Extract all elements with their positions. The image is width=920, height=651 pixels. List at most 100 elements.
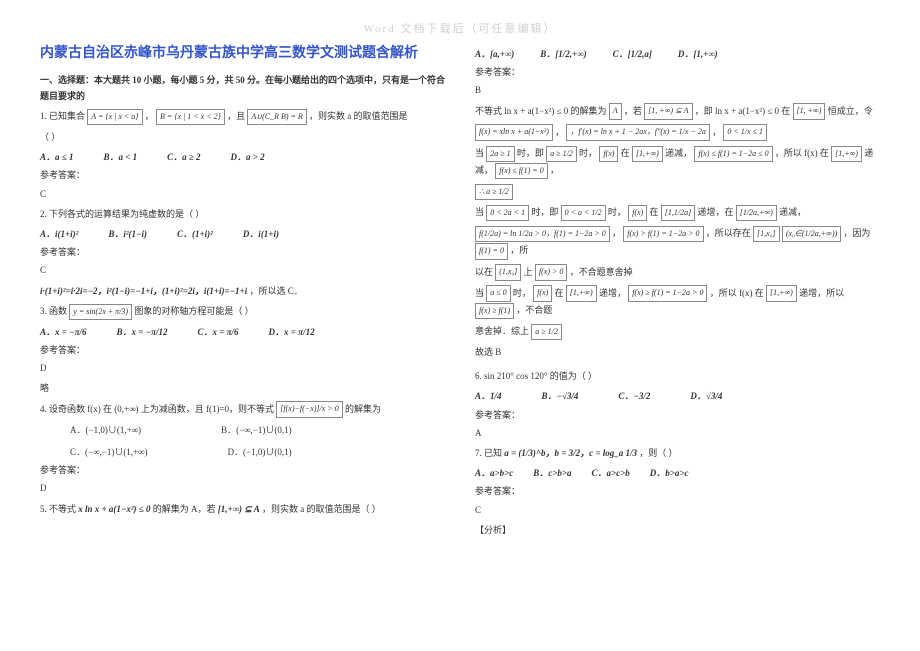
q5-w1d: 恒成立，令 — [828, 106, 873, 116]
q5-w1c: ，即 ln x + a(1−x²) ≤ 0 在 — [695, 106, 791, 116]
q5-b6e: f(1) = 0 — [475, 243, 508, 259]
q3-opt-a: A．x = −π/6 — [40, 324, 87, 340]
q7-stem: 7. 已知 — [475, 448, 502, 458]
q5-w3c: 时， — [579, 148, 597, 158]
q5-ans-label: 参考答案： — [475, 64, 880, 80]
q4-opt-c: C．(−∞,−1)∪(1,+∞) — [70, 444, 148, 460]
q7-expr: a = (1/3)^b，b = 3/2，c = log_a 1/3 — [504, 448, 637, 458]
q5-w8b: 时， — [513, 288, 531, 298]
q5-w8f: 递增，所以 — [799, 288, 844, 298]
q2-work: i·(1+i)²=i·2i=−2，i²(1−i)=−1+i，(1+i)²=2i，… — [40, 283, 445, 299]
q3-options: A．x = −π/6 B．x = −π/12 C．x = π/6 D．x = π… — [40, 324, 445, 340]
document-title: 内蒙古自治区赤峰市乌丹蒙古族中学高三数学文测试题含解析 — [40, 44, 445, 64]
q5-b3a: 2a ≥ 1 — [486, 146, 514, 162]
q5-opt-c: C．[1/2,a] — [613, 46, 652, 62]
q4-opt-a: A．(−1,0)∪(1,+∞) — [70, 422, 141, 438]
q5-options: A．[a,+∞) B．[1/2,+∞) C．[1/2,a] D．[1,+∞) — [475, 46, 880, 62]
q5-box1b: [1, +∞) — [793, 103, 826, 119]
q5-w8c: 在 — [555, 288, 564, 298]
q5-w6e: ，因为 — [843, 228, 870, 238]
q5-b6a: f(1/2a) = ln 1/2a > 0，f(1) = 1−2a > 0 — [475, 226, 610, 242]
q3-opt-b: B．x = −π/12 — [117, 324, 168, 340]
q5-w3f: ，所以 f(x) 在 — [775, 148, 829, 158]
q5-w5b: 时，即 — [531, 207, 558, 217]
q6: 6. sin 210° cos 120° 的值为（ ） — [475, 368, 880, 384]
q1-m2: ，且 — [227, 111, 245, 121]
q5-w3h: ， — [550, 165, 559, 175]
q5-b5e: [1/2a,+∞) — [736, 205, 777, 221]
q1-opt-b: B．a < 1 — [103, 149, 137, 165]
q4-ans-label: 参考答案： — [40, 462, 445, 478]
q5-work-line5: 当 0 < 2a < 1 时，即 0 < a < 1/2 时， f(x) 在 [… — [475, 204, 880, 221]
q4-expr: [f(x)−f(−x)]/x > 0 — [276, 401, 342, 417]
q3-opt-d: D．x = π/12 — [269, 324, 315, 340]
right-column: A．[a,+∞) B．[1/2,+∞) C．[1/2,a] D．[1,+∞) 参… — [475, 44, 880, 542]
q4-opts-row1: A．(−1,0)∪(1,+∞) B．(−∞,−1)∪(0,1) — [70, 422, 445, 438]
q5-work-line3: 当 2a ≥ 1 时，即 a ≥ 1/2 时， f(x) 在 [1,+∞) 递减… — [475, 145, 880, 179]
q5-w6f: ，所 — [510, 245, 528, 255]
q3-ans2: 略 — [40, 380, 445, 396]
q5-b8f: f(x) ≥ f(1) — [475, 303, 514, 319]
q4-tail: 的解集为 — [345, 404, 381, 414]
q5-w7c: ，不合题意舍掉 — [570, 267, 633, 277]
q5-conclusion: 故选 B — [475, 344, 880, 360]
q2-options: A．i(1+i)² B．i²(1−i) C．(1+i)² D．i(1+i) — [40, 226, 445, 242]
header-watermark: Word 文档下载后（可任意编辑） — [40, 20, 880, 36]
q5-work-line4: ∴ a ≥ 1/2 — [475, 183, 880, 200]
q5-work-line9: 意舍掉．综上 a ≥ 1/2 — [475, 323, 880, 340]
q6-ans: A — [475, 425, 880, 441]
q5-b3b: a ≥ 1/2 — [546, 146, 577, 162]
q5-opt-b: B．[1/2,+∞) — [540, 46, 586, 62]
q6-options: A．1/4 B．−√3/4 C．−3/2 D．√3/4 — [475, 388, 880, 404]
q2-ans-label: 参考答案： — [40, 244, 445, 260]
q5-b8b: f(x) — [533, 285, 552, 301]
q3-ans-label: 参考答案： — [40, 342, 445, 358]
q5-w9: 意舍掉．综上 — [475, 326, 529, 336]
left-column: 内蒙古自治区赤峰市乌丹蒙古族中学高三数学文测试题含解析 一、选择题：本大题共 1… — [40, 44, 445, 542]
q5-m: 的解集为 A，若 — [153, 504, 216, 514]
q1-opt-d: D．a > 2 — [231, 149, 265, 165]
q4-opts-row2: C．(−∞,−1)∪(1,+∞) D．(−1,0)∪(0,1) — [70, 444, 445, 460]
q1: 1. 已知集合 A = {x | x < a} ， B = {x | 1 < x… — [40, 108, 445, 125]
q5-b7b: f(x) > 0 — [535, 264, 568, 280]
q7-opt-a: A．a>b>c — [475, 465, 513, 481]
q2-opt-a: A．i(1+i)² — [40, 226, 78, 242]
q5-w5f: 递减， — [779, 207, 806, 217]
q5-b8e: [1,+∞) — [766, 285, 797, 301]
q5-w6b: ， — [612, 228, 621, 238]
q7-ans: C — [475, 502, 880, 518]
q2-opt-b: B．i²(1−i) — [108, 226, 147, 242]
q1-expr-A: A = {x | x < a} — [87, 109, 142, 125]
q5-w8d: 递增， — [599, 288, 626, 298]
q5-b5c: f(x) — [628, 205, 647, 221]
q5-w7b: 上 — [524, 267, 533, 277]
q6-opt-b: B．−√3/4 — [542, 388, 579, 404]
q5-w3e: 递减， — [665, 148, 692, 158]
q6-ans-label: 参考答案： — [475, 407, 880, 423]
q2-opt-c: C．(1+i)² — [177, 226, 213, 242]
q5-tail: ，则实数 a 的取值范围是（ ） — [262, 504, 381, 514]
q3-expr: y = sin(2x + π/3) — [69, 304, 132, 320]
q5-opt-d: D．[1,+∞) — [678, 46, 718, 62]
q5-w3: 当 — [475, 148, 484, 158]
q5-b3d: [1,+∞) — [632, 146, 663, 162]
q1-ans-label: 参考答案： — [40, 167, 445, 183]
two-column-layout: 内蒙古自治区赤峰市乌丹蒙古族中学高三数学文测试题含解析 一、选择题：本大题共 1… — [40, 44, 880, 542]
q5-w6c: ，所以存在 — [706, 228, 751, 238]
q7-opt-c: C．a>c>b — [592, 465, 630, 481]
q7-opt-d: D．b>a>c — [650, 465, 689, 481]
q1-opt-c: C．a ≥ 2 — [167, 149, 200, 165]
q5-b8a: a ≤ 0 — [486, 285, 510, 301]
q2-work-tail: ，所以选 C． — [249, 286, 302, 296]
q4-stem: 4. 设奇函数 f(x) 在 (0,+∞) 上为减函数，且 f(1)=0，则不等… — [40, 404, 274, 414]
q5-b4: ∴ a ≥ 1/2 — [475, 184, 513, 200]
q5-box1: [1, +∞) ⊆ A — [644, 103, 692, 119]
q4-opt-d: D．(−1,0)∪(0,1) — [228, 444, 292, 460]
q6-opt-c: C．−3/2 — [618, 388, 650, 404]
q5-box2b: ，f'(x) = ln x + 1 − 2ax，f''(x) = 1/x − 2… — [566, 124, 709, 140]
q5-w7: 以在 — [475, 267, 493, 277]
q1-tail: ，则实数 a 的取值范围是 — [309, 111, 408, 121]
q5-expr: x ln x + a(1−x²) ≤ 0 — [78, 504, 150, 514]
q5: 5. 不等式 x ln x + a(1−x²) ≤ 0 的解集为 A，若 [1,… — [40, 501, 445, 517]
q5-b3c: f(x) — [599, 146, 618, 162]
